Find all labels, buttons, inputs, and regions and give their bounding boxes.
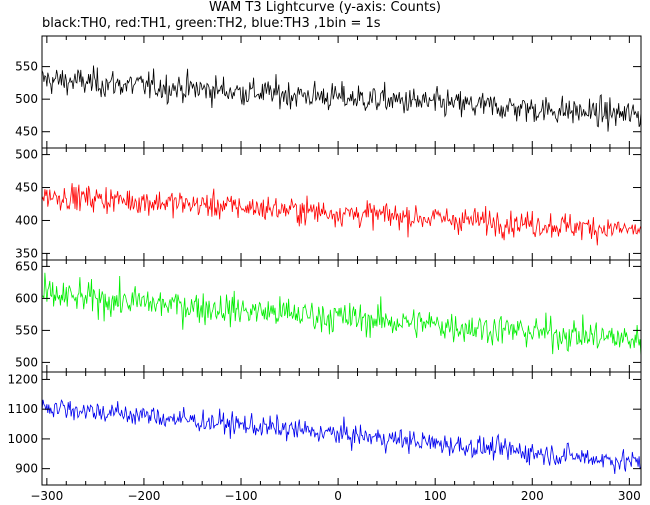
x-tick-label: −300 xyxy=(30,489,63,503)
x-tick-label: 100 xyxy=(424,489,447,503)
y-tick-label: 350 xyxy=(15,246,38,260)
y-tick-label: 900 xyxy=(15,462,38,476)
series-line-th0 xyxy=(41,65,642,132)
y-tick-label: 550 xyxy=(15,60,38,74)
x-tick-label: −200 xyxy=(127,489,160,503)
y-tick-label: 450 xyxy=(15,125,38,139)
y-tick-label: 400 xyxy=(15,213,38,227)
panel-frame-4 xyxy=(41,371,642,486)
series-line-th2 xyxy=(41,272,642,357)
x-tick-label: 0 xyxy=(334,489,342,503)
x-tick-label: 300 xyxy=(618,489,641,503)
y-tick-label: 600 xyxy=(15,291,38,305)
y-tick-label: 500 xyxy=(15,92,38,106)
y-tick-label: 1200 xyxy=(7,372,38,386)
series-line-th3 xyxy=(41,399,642,475)
y-tick-label: 450 xyxy=(15,181,38,195)
y-tick-label: 500 xyxy=(15,148,38,162)
y-tick-label: 550 xyxy=(15,323,38,337)
y-tick-label: 650 xyxy=(15,259,38,273)
y-tick-label: 500 xyxy=(15,355,38,369)
y-tick-label: 1100 xyxy=(7,402,38,416)
series-line-th1 xyxy=(41,183,642,246)
y-tick-label: 1000 xyxy=(7,432,38,446)
x-tick-label: 200 xyxy=(521,489,544,503)
x-tick-label: −100 xyxy=(225,489,258,503)
chart-title: WAM T3 Lightcurve (y-axis: Counts) xyxy=(209,0,441,15)
chart-subtitle: black:TH0, red:TH1, green:TH2, blue:TH3 … xyxy=(42,16,381,31)
panel-frame-3 xyxy=(41,259,642,373)
